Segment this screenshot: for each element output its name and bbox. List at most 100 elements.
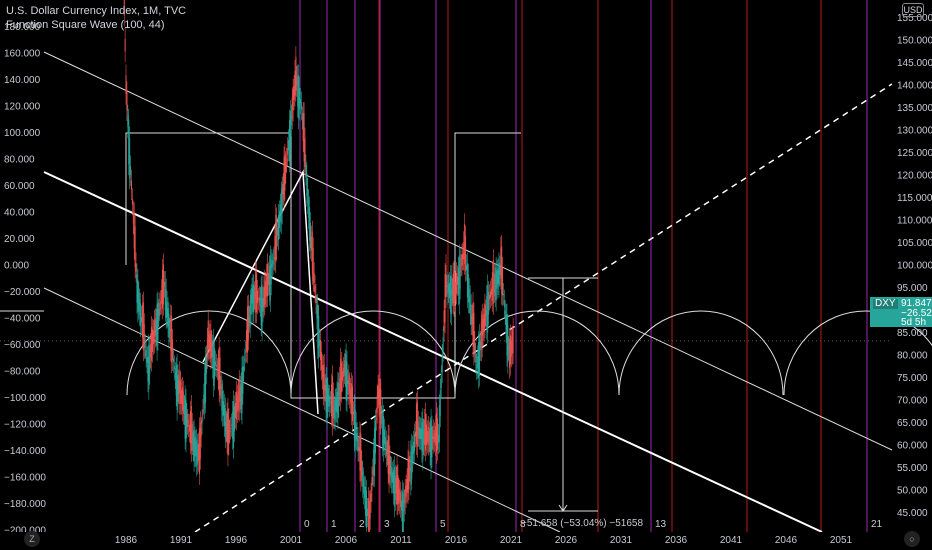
candle-body — [241, 367, 243, 414]
candle-body — [479, 341, 481, 351]
candle-body — [359, 432, 361, 471]
candle-body — [329, 395, 331, 407]
currency-unit[interactable]: USD — [902, 3, 924, 17]
candle-body — [272, 260, 274, 265]
candle-body — [321, 365, 323, 379]
candle-body — [219, 357, 221, 396]
candle-body — [123, 0, 125, 16]
candle-body — [403, 499, 405, 512]
candle-body — [282, 184, 284, 195]
candle-body — [215, 361, 217, 366]
candle-body — [130, 180, 132, 190]
candle-body — [449, 282, 451, 298]
candle-body — [378, 389, 380, 405]
candle-body — [232, 411, 234, 439]
candle-body — [437, 434, 439, 444]
candle-body — [473, 312, 475, 355]
candle-body — [499, 266, 501, 275]
candle-body — [376, 395, 378, 413]
candle-body — [333, 406, 335, 418]
measure-label: −51.658 (−53.04%) −51658 — [521, 518, 643, 529]
candle-body — [365, 486, 367, 516]
legend-indicator[interactable]: Function Square Wave (100, 44) — [6, 19, 165, 31]
candle-body — [212, 345, 214, 368]
candle-body — [512, 328, 514, 354]
candle-body — [161, 290, 163, 304]
candle-body — [495, 267, 497, 301]
candle-body — [345, 354, 347, 400]
candle-body — [166, 301, 168, 317]
time-tick-label: 2026 — [555, 535, 578, 546]
candle-body — [334, 399, 336, 420]
candle-body — [175, 368, 177, 396]
candle-body — [336, 392, 338, 413]
legend-symbol[interactable]: U.S. Dollar Currency Index, 1M, TVC — [6, 5, 187, 17]
candle-body — [414, 434, 416, 452]
candle-body — [489, 294, 491, 300]
candle-body — [490, 288, 492, 296]
candle-body — [330, 401, 332, 403]
candle-body — [247, 305, 249, 340]
candle-body — [287, 148, 289, 155]
candle-body — [179, 371, 181, 404]
candle-body — [320, 339, 322, 361]
candle-body — [458, 255, 460, 304]
candle-body — [222, 390, 224, 416]
candle-body — [418, 426, 420, 439]
candle-body — [237, 391, 239, 410]
candle-body — [201, 420, 203, 424]
candle-body — [267, 273, 269, 285]
candle-body — [151, 326, 153, 361]
candle-body — [205, 357, 207, 403]
right-tick-label: 105.000 — [897, 238, 932, 249]
candle-body — [411, 445, 413, 480]
candle-body — [281, 187, 283, 214]
candle-body — [425, 424, 427, 445]
candle-body — [364, 486, 366, 499]
left-tick-label: 120.000 — [4, 102, 41, 113]
candle-body — [186, 413, 188, 428]
candle-body — [446, 285, 448, 287]
candle-body — [456, 272, 458, 294]
candle-body — [363, 478, 365, 494]
candle-body — [417, 421, 419, 436]
candle-body — [250, 294, 252, 315]
candle-body — [257, 298, 259, 300]
candle-body — [304, 138, 306, 167]
candle-body — [462, 253, 464, 260]
left-tick-label: −200.000 — [4, 526, 46, 537]
candle-body — [254, 292, 256, 299]
candle-body — [504, 310, 506, 314]
candle-body — [511, 336, 513, 354]
candle-body — [153, 320, 155, 343]
candle-body — [189, 411, 191, 444]
candle-body — [394, 475, 396, 501]
candle-body — [342, 367, 344, 377]
settings-icon[interactable]: ○ — [904, 531, 920, 547]
candle-body — [137, 279, 139, 312]
candle-body — [289, 111, 291, 155]
candle-body — [194, 437, 196, 456]
candle-body — [317, 304, 319, 349]
time-tick-label: 2031 — [610, 535, 633, 546]
candle-body — [367, 498, 369, 531]
candle-body — [228, 418, 230, 445]
candle-body — [172, 339, 174, 361]
candle-body — [412, 446, 414, 462]
candle-body — [471, 315, 473, 325]
right-tick-label: 150.000 — [897, 36, 932, 47]
candle-body — [143, 324, 145, 348]
candle-body — [170, 315, 172, 351]
candle-body — [284, 154, 286, 191]
candle-body — [279, 204, 281, 221]
timezone-icon[interactable]: Z — [24, 531, 40, 547]
candle-body — [424, 419, 426, 446]
candle-body — [165, 289, 167, 319]
candle-body — [155, 319, 157, 336]
candle-body — [182, 391, 184, 414]
candle-body — [491, 272, 493, 301]
candle-body — [508, 346, 510, 350]
candle-body — [185, 399, 187, 442]
candle-body — [197, 444, 199, 464]
